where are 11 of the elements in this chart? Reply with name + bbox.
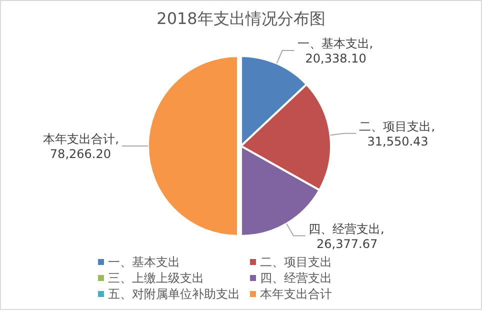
data-label: 四、经营支出, 26,377.67 — [308, 222, 384, 251]
data-label: 一、基本支出, 20,338.10 — [297, 36, 374, 66]
chart-title: 2018年支出情况分布图 — [156, 9, 326, 28]
legend-label: 一、基本支出 — [108, 255, 180, 269]
data-label: 本年支出合计, 78,266.20 — [43, 132, 119, 161]
legend-label: 二、项目支出 — [260, 255, 332, 269]
legend-label: 五、对附属单位补助支出 — [108, 287, 240, 301]
legend-label: 本年支出合计 — [260, 287, 332, 301]
data-label: 二、项目支出, 31,550.43 — [359, 119, 436, 148]
legend-label: 四、经营支出 — [260, 271, 332, 285]
legend-label: 三、上缴上级支出 — [108, 271, 204, 285]
